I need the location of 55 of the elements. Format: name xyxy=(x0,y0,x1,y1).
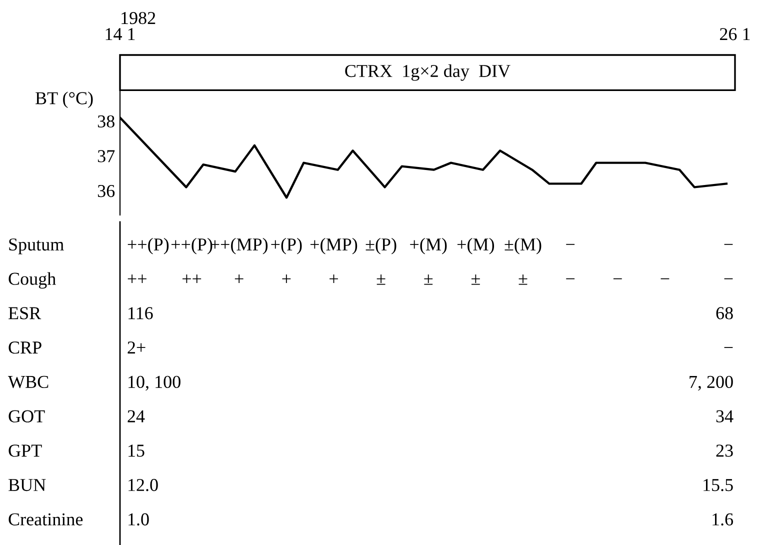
text: − xyxy=(724,278,733,280)
y-tick-label: 38 xyxy=(98,115,114,128)
text: ±(P) xyxy=(366,238,396,254)
text: 68 xyxy=(716,307,733,320)
text: − xyxy=(724,244,733,245)
text: +(MP) xyxy=(310,238,358,254)
text: 15 xyxy=(128,444,144,457)
text: ++ xyxy=(128,274,146,283)
text: +(M) xyxy=(457,238,494,254)
category-label: CRP xyxy=(8,342,42,354)
text: − xyxy=(724,347,733,348)
text: − xyxy=(566,278,575,280)
text: ++(P) xyxy=(171,238,212,254)
x-tick-label: 26 1 xyxy=(720,28,750,40)
category-label: GPT xyxy=(8,444,42,457)
text: − xyxy=(660,278,670,280)
category-label: Creatinine xyxy=(8,513,83,526)
category-label: BUN xyxy=(8,479,46,492)
text: 24 xyxy=(128,410,145,422)
category-label: GOT xyxy=(8,410,45,422)
text: ±(M) xyxy=(504,238,542,254)
y-axis-title: BT (°C) xyxy=(36,92,93,108)
text: 2+ xyxy=(128,342,146,354)
text: ++ xyxy=(182,274,202,283)
text: − xyxy=(613,278,622,280)
text: − xyxy=(566,244,575,245)
text: 10, 100 xyxy=(128,376,180,391)
text: 34 xyxy=(716,410,734,422)
x-tick-label: 14 1 xyxy=(106,28,135,40)
text: 116 xyxy=(128,307,153,320)
text: + xyxy=(330,274,338,283)
text: 1982 xyxy=(122,12,156,24)
category-label: ESR xyxy=(8,307,42,320)
text: ++(MP) xyxy=(210,238,268,254)
text: 15.5 xyxy=(704,479,733,492)
category-label: Sputum xyxy=(9,238,64,254)
y-tick-label: 37 xyxy=(98,150,115,162)
text: ± xyxy=(518,274,528,285)
text: + xyxy=(282,274,291,283)
text: 1.6 xyxy=(712,513,734,526)
text: 23 xyxy=(716,444,733,457)
text: ++(P) xyxy=(128,238,169,254)
text: 12.0 xyxy=(128,478,158,492)
text: ± xyxy=(471,274,480,285)
category-label: WBC xyxy=(8,376,48,388)
text: 1.0 xyxy=(128,513,149,526)
text: ± xyxy=(424,274,433,285)
text: +(P) xyxy=(271,238,302,254)
text: + xyxy=(234,274,244,283)
y-tick-label: 36 xyxy=(98,184,115,198)
text: 7, 200 xyxy=(690,376,733,391)
category-label: Cough xyxy=(8,272,56,289)
text: +(M) xyxy=(410,238,447,254)
text: ± xyxy=(376,274,386,285)
annotation: CTRX 1g×2 day DIV xyxy=(345,64,510,81)
